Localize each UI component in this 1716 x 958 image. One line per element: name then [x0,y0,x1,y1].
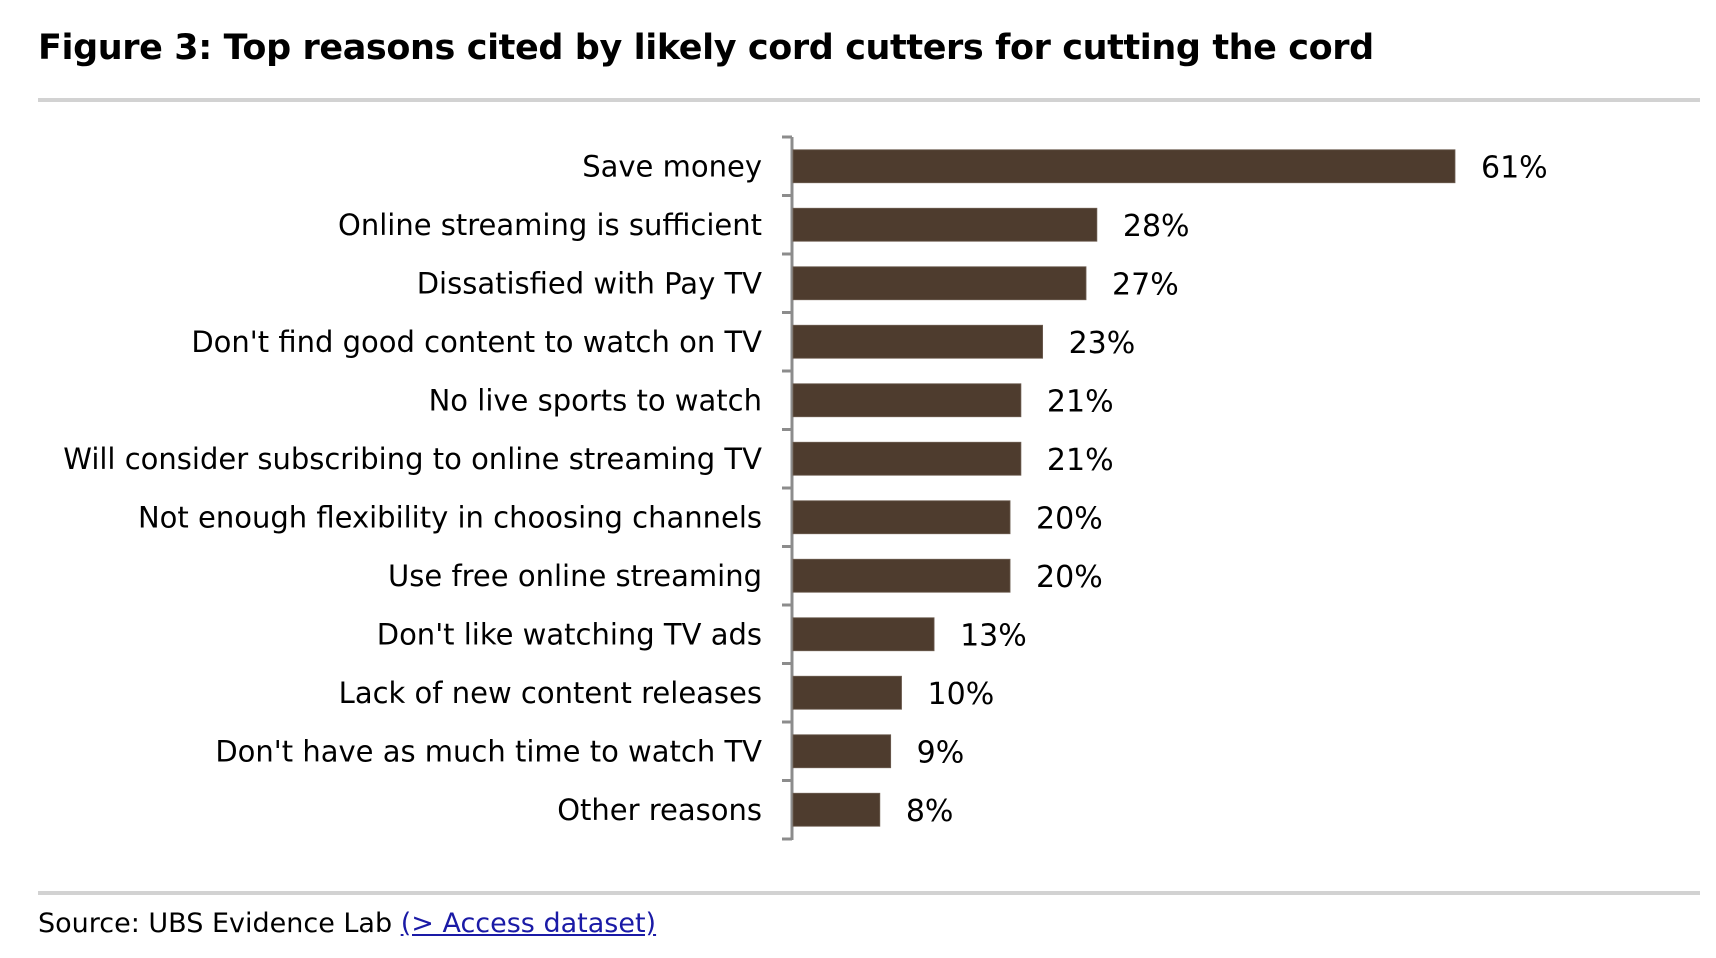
data-label: 21% [1047,443,1114,478]
bar [792,149,1456,184]
access-dataset-link[interactable]: (> Access dataset) [400,908,657,939]
category-label: Save money [582,149,762,183]
bar [792,266,1087,301]
category-label: Online streaming is sufficient [338,208,762,242]
bar [792,324,1044,359]
bar [792,500,1011,535]
category-label: Lack of new content releases [339,676,762,710]
bar [792,383,1022,418]
bar [792,734,892,769]
category-label: Will consider subscribing to online stre… [63,442,762,476]
top-divider [38,98,1700,102]
data-label: 9% [917,735,965,770]
bar [792,617,935,652]
bar [792,207,1098,242]
data-label: 27% [1112,267,1179,302]
data-label: 10% [928,677,995,712]
bar [792,441,1022,476]
data-label: 8% [906,794,954,829]
y-axis [782,135,794,841]
category-labels: Save money Online streaming is sufficient… [63,149,762,827]
category-label: Other reasons [557,793,762,827]
category-label: Don't have as much time to watch TV [215,734,762,768]
bottom-divider [38,891,1700,895]
chart-title: Figure 3: Top reasons cited by likely co… [38,28,1374,68]
bar [792,675,902,710]
data-label: 13% [960,618,1027,653]
bar [792,558,1011,593]
category-label: No live sports to watch [429,383,762,417]
source-text: Source: UBS Evidence Lab [38,908,401,939]
data-label: 20% [1036,501,1103,536]
data-label: 23% [1069,326,1136,361]
source-note: Source: UBS Evidence Lab (> Access datas… [38,908,656,939]
bar [792,792,881,827]
data-label: 20% [1036,560,1103,595]
bars [792,149,1456,827]
category-label: Don't find good content to watch on TV [191,325,762,359]
data-label: 61% [1481,150,1548,185]
category-label: Not enough flexibility in choosing chann… [138,500,762,534]
data-label: 21% [1047,384,1114,419]
value-labels: 61% 28% 27% 23% 21% 21% 20% 20% 13% 10% 9% 8% [906,150,1548,829]
category-label: Don't like watching TV ads [377,617,762,651]
category-label: Dissatisfied with Pay TV [417,266,762,300]
data-label: 28% [1123,209,1190,244]
category-label: Use free online streaming [388,559,762,593]
